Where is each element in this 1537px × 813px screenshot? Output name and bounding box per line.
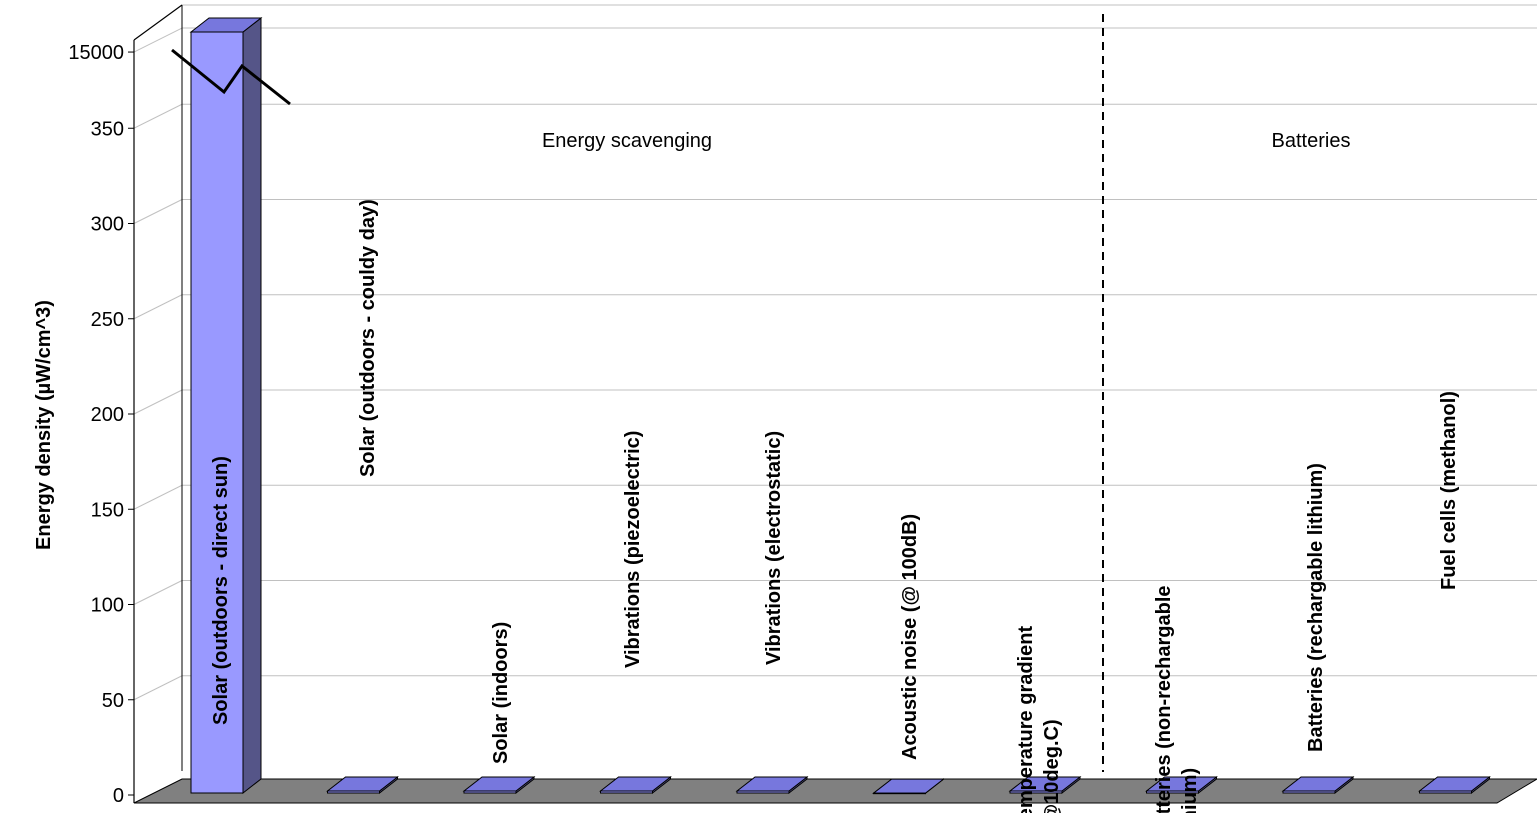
gridline-side bbox=[133, 199, 183, 224]
y-tick-label: 350 bbox=[91, 118, 124, 140]
bar-front bbox=[600, 790, 653, 794]
bar-side bbox=[242, 16, 262, 795]
back-wall-border bbox=[181, 4, 1537, 771]
bar-front bbox=[327, 790, 380, 794]
y-tick-label: 100 bbox=[91, 595, 124, 617]
y-tick-label: 150 bbox=[91, 499, 124, 521]
bar bbox=[872, 777, 945, 795]
bar-label-line: Batteries (non-rechargable bbox=[1153, 585, 1175, 813]
bar-label: Batteries (non-rechargable lithium) bbox=[1153, 585, 1201, 813]
group-label-batteries: Batteries bbox=[1272, 130, 1351, 152]
y-tick-label: 300 bbox=[91, 214, 124, 236]
bar-label: Batteries (rechargable lithium) bbox=[1305, 463, 1327, 752]
gridlines bbox=[133, 4, 1537, 771]
bar-front bbox=[190, 31, 244, 794]
bar-label-line: (@10deg.C) bbox=[1041, 719, 1063, 813]
gridline-side bbox=[133, 294, 183, 320]
bar bbox=[1008, 775, 1082, 795]
bar-front bbox=[1146, 790, 1199, 794]
gridline-side bbox=[133, 580, 183, 605]
group-label-energy-scavenging: Energy scavenging bbox=[542, 130, 712, 152]
y-tick-label: 15000 bbox=[68, 42, 124, 64]
gridline-side bbox=[133, 389, 183, 415]
bar-front bbox=[1009, 790, 1063, 794]
y-tick-label: 0 bbox=[113, 785, 124, 807]
bar bbox=[1281, 775, 1355, 795]
bar bbox=[1145, 775, 1218, 795]
gridline-side bbox=[133, 27, 183, 53]
bar-front bbox=[873, 792, 926, 795]
bar-label: Fuel cells (methanol) bbox=[1438, 391, 1460, 590]
bar bbox=[1418, 775, 1491, 795]
y-tick-label: 50 bbox=[102, 690, 124, 712]
bar-label: Acoustic noise (@ 100dB) bbox=[899, 514, 921, 760]
bars bbox=[189, 16, 1491, 795]
bar-labels: Solar (outdoors - direct sun) Solar (outd… bbox=[210, 199, 1460, 813]
bar-front bbox=[1282, 790, 1336, 794]
y-axis-title: Energy density (µW/cm^3) bbox=[33, 300, 55, 550]
bar bbox=[189, 16, 263, 795]
bar-label-line: Temperature gradient bbox=[1015, 626, 1037, 813]
gridline-side bbox=[133, 103, 183, 129]
bar-label: Solar (outdoors - couldy day) bbox=[357, 199, 379, 477]
bar-label: Vibrations (piezoelectric) bbox=[622, 431, 644, 668]
bar-front bbox=[1419, 790, 1472, 794]
bar-label: Vibrations (electrostatic) bbox=[763, 431, 785, 665]
bar-label: Solar (indoors) bbox=[490, 622, 512, 764]
gridline-side bbox=[133, 484, 183, 510]
y-tick-label: 200 bbox=[91, 404, 124, 426]
bar-label: Temperature gradient (@10deg.C) bbox=[1015, 626, 1063, 813]
y-axis-top bbox=[133, 4, 183, 41]
bar-label-line: lithium) bbox=[1179, 768, 1201, 813]
axis-break-mark bbox=[171, 48, 291, 106]
bar-front bbox=[463, 790, 517, 794]
bar-label: Solar (outdoors - direct sun) bbox=[210, 456, 232, 725]
y-axis: 0 50 100 150 200 250 300 350 15000 Energy density… bbox=[33, 4, 183, 807]
bar bbox=[599, 775, 672, 795]
annotations: Energy scavenging Batteries bbox=[171, 14, 1351, 772]
bar-front bbox=[736, 790, 790, 794]
bar bbox=[326, 775, 399, 795]
bar bbox=[462, 775, 536, 795]
y-tick-label: 250 bbox=[91, 309, 124, 331]
bar bbox=[735, 775, 809, 795]
gridline-side bbox=[133, 675, 183, 701]
